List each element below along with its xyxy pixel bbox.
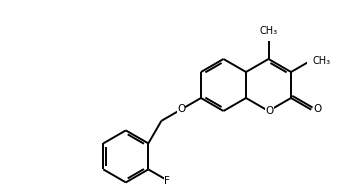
- Text: O: O: [313, 104, 321, 114]
- Text: F: F: [164, 175, 170, 185]
- Text: CH₃: CH₃: [260, 26, 278, 36]
- Text: O: O: [177, 104, 185, 114]
- Text: CH₃: CH₃: [312, 56, 330, 66]
- Text: O: O: [265, 106, 274, 116]
